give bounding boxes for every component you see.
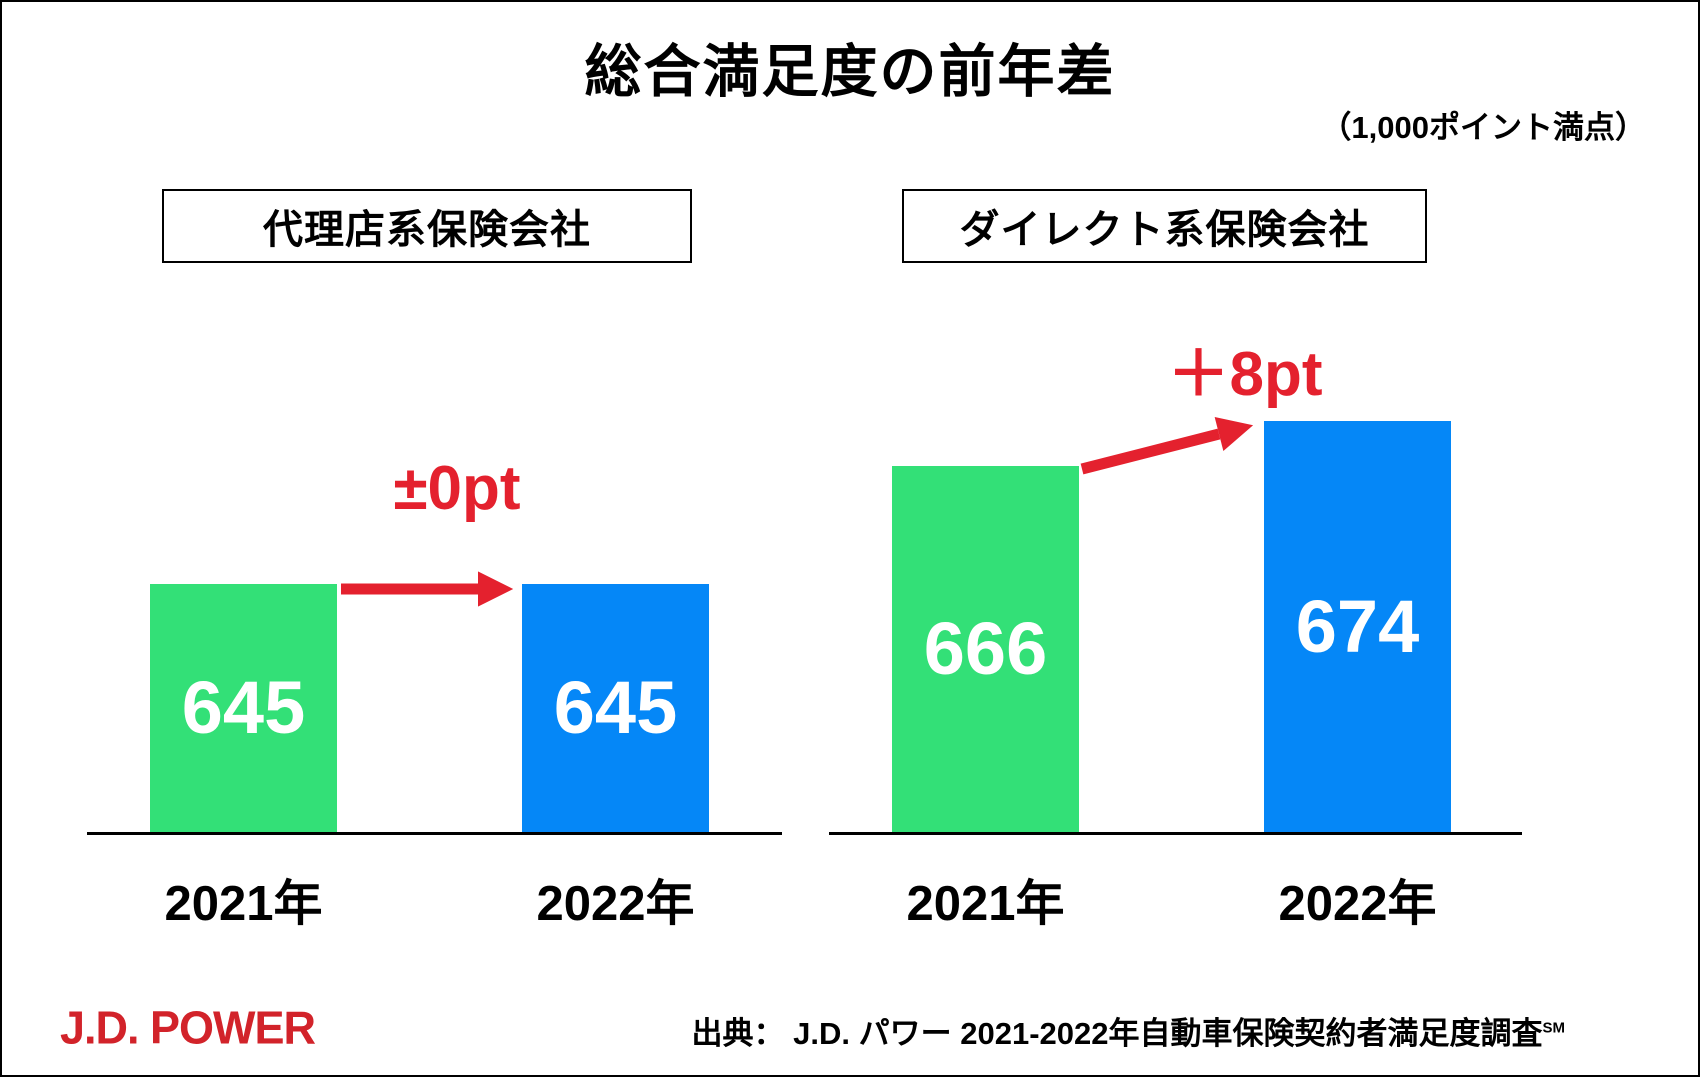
bar-agency-2021: 645 <box>150 584 337 832</box>
x-axis-label-agency-2022: 2022年 <box>536 877 695 931</box>
x-axis-label-agency-2021: 2021年 <box>164 877 323 931</box>
category-box-agency: 代理店系保険会社 <box>162 189 692 263</box>
bar-agency-2022: 645 <box>522 584 709 832</box>
chart-direct: ＋8pt 666 674 2021年 2022年 <box>829 340 1522 929</box>
bar-direct-2021: 666 <box>892 466 1079 832</box>
source-text: 出典： J.D. パワー 2021-2022年自動車保険契約者満足度調査SM <box>692 1008 1565 1053</box>
bar-value-agency-2022: 645 <box>553 666 678 749</box>
x-axis-label-direct-2021: 2021年 <box>906 877 1065 931</box>
bar-direct-2022: 674 <box>1264 421 1451 832</box>
bar-value-direct-2021: 666 <box>923 607 1048 690</box>
change-label-direct: ＋8pt <box>1167 340 1323 409</box>
category-box-agency-label: 代理店系保険会社 <box>263 208 591 252</box>
scale-note: （1,000ポイント満点） <box>1320 110 1646 145</box>
change-label-agency: ±0pt <box>393 454 521 523</box>
bar-value-direct-2022: 674 <box>1295 584 1420 668</box>
category-box-direct: ダイレクト系保険会社 <box>902 189 1427 263</box>
category-box-direct-label: ダイレクト系保険会社 <box>959 208 1370 252</box>
jdpower-logo: J.D. POWER <box>60 1001 316 1054</box>
source-sm-mark: SM <box>1542 1019 1566 1037</box>
chart-agency: ±0pt 645 645 2021年 2022年 <box>87 342 782 929</box>
page-title: 総合満足度の前年差 <box>584 40 1116 104</box>
x-axis-label-direct-2022: 2022年 <box>1278 877 1437 931</box>
source-text-main: 出典： J.D. パワー 2021-2022年自動車保険契約者満足度調査 <box>691 1016 1543 1051</box>
bar-value-agency-2021: 645 <box>181 666 306 749</box>
